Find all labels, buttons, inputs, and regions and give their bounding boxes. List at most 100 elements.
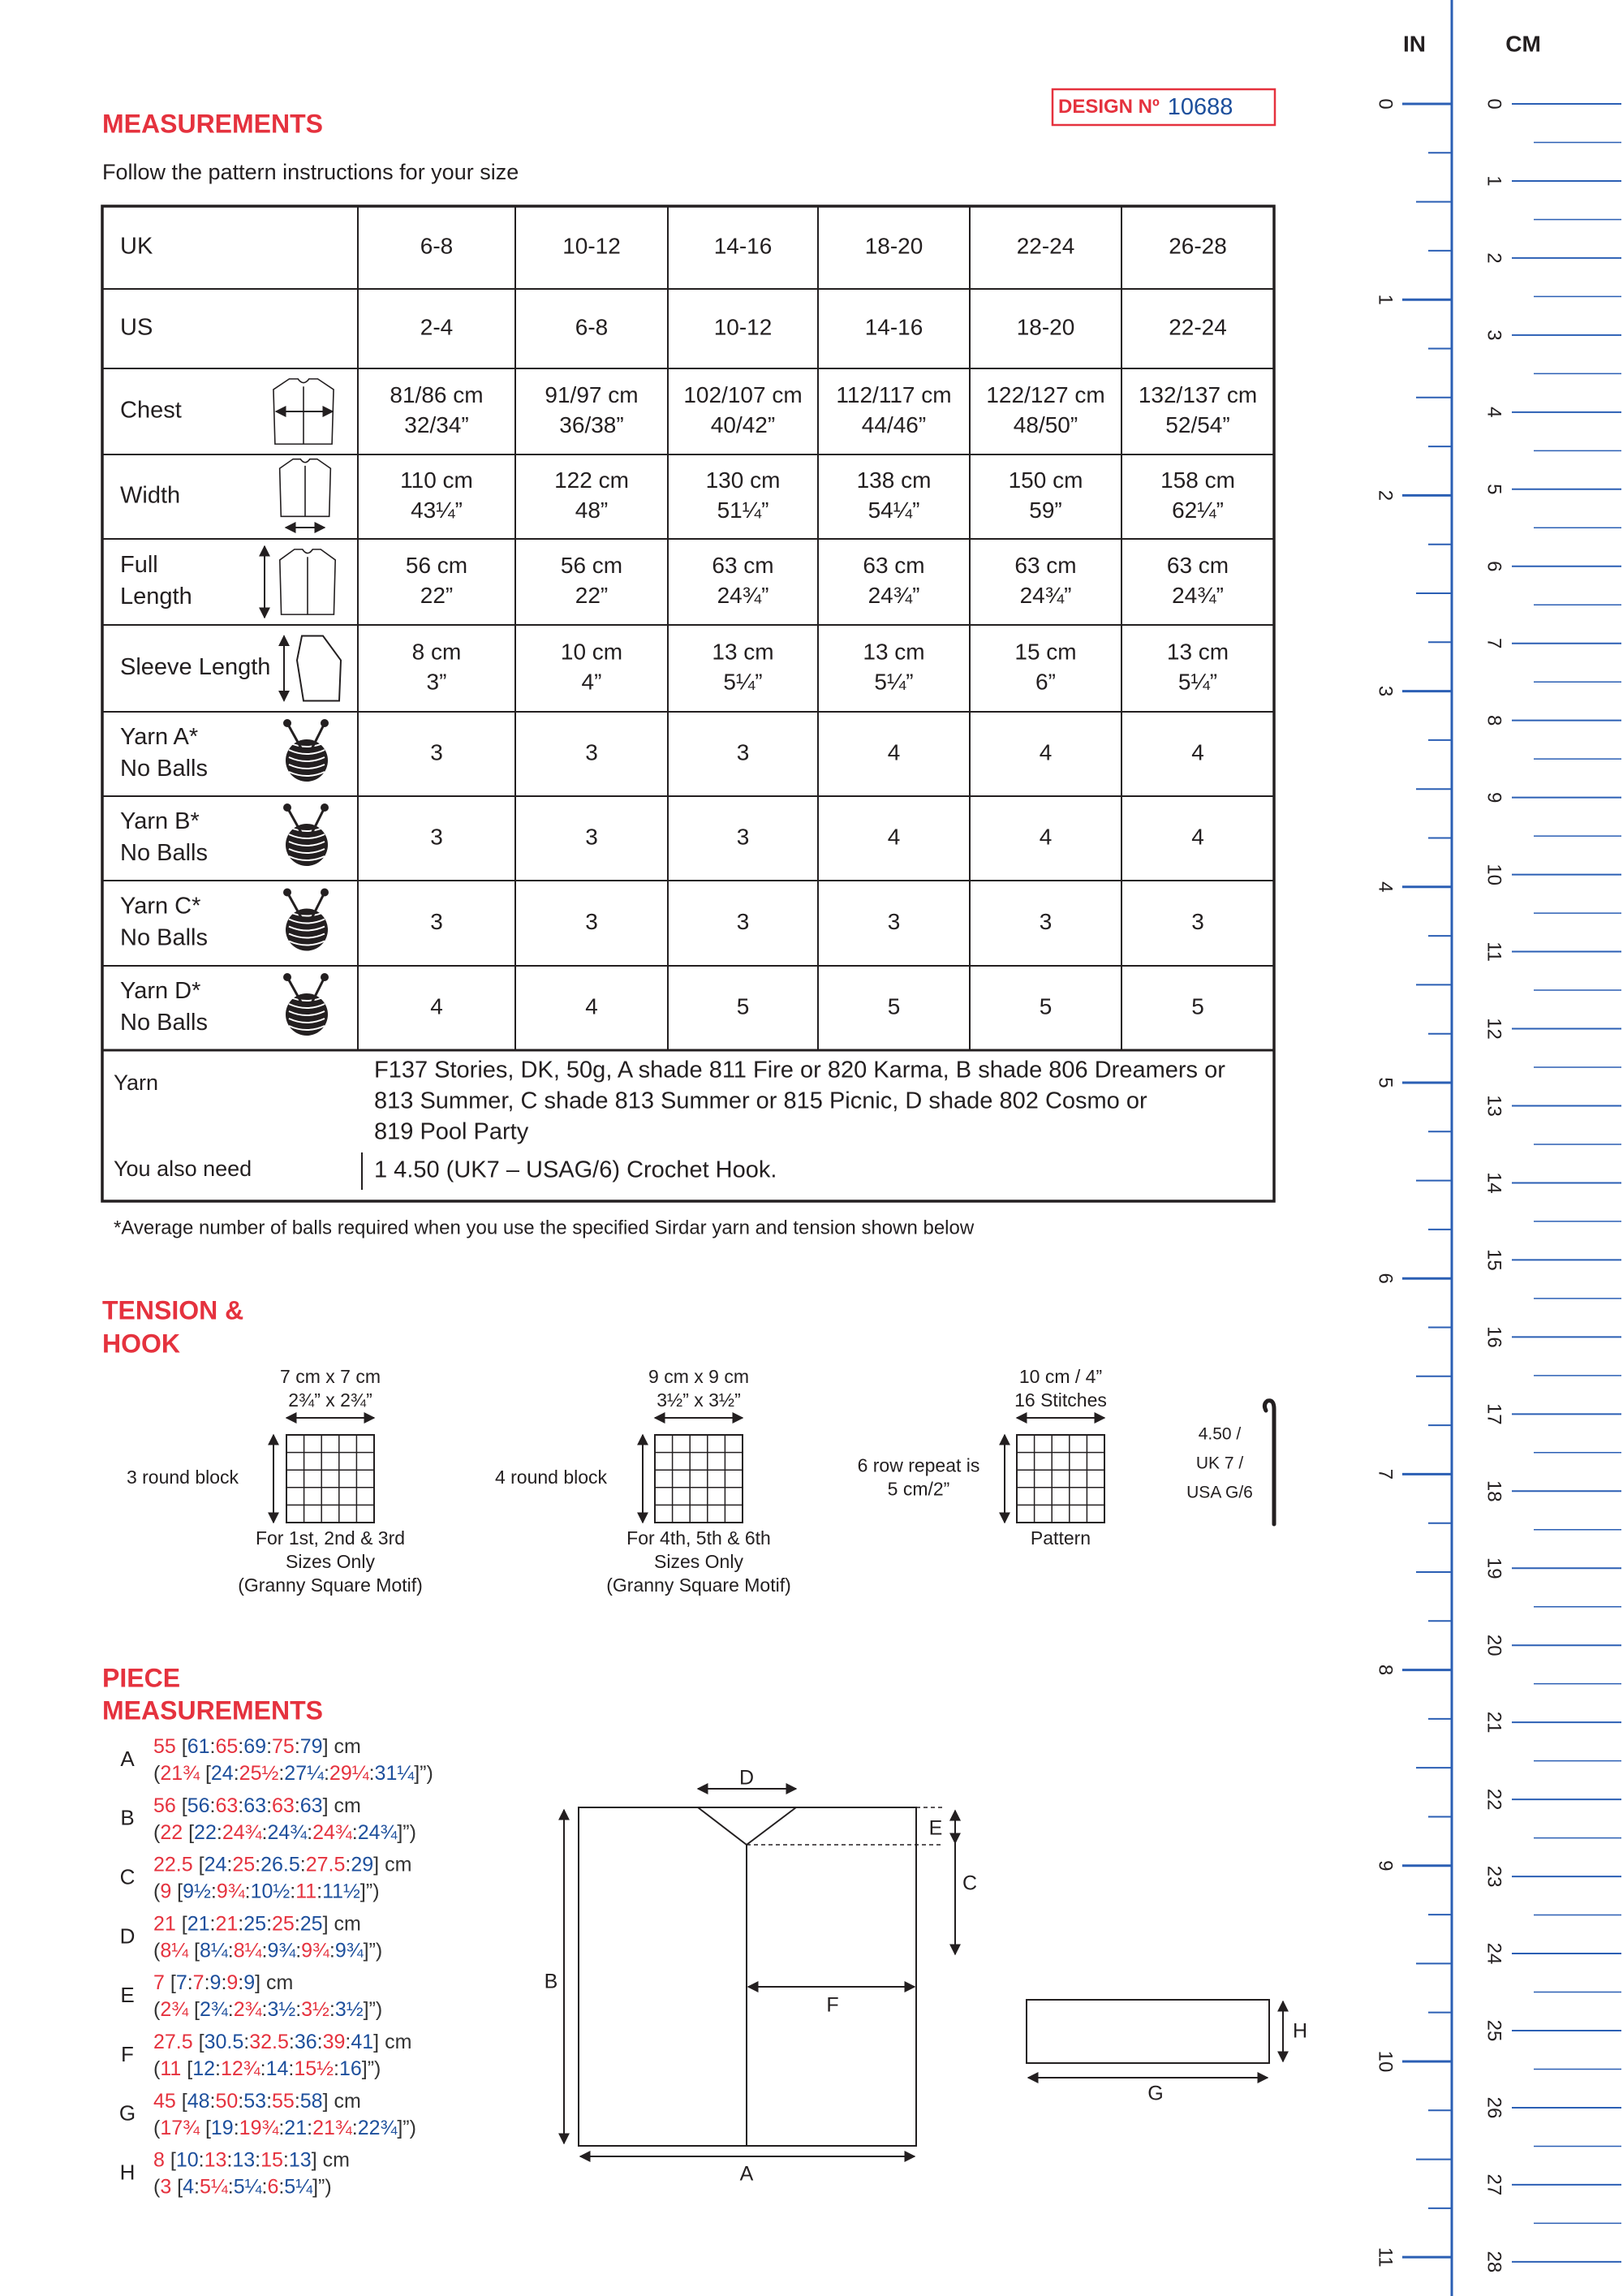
measure-text: ( (153, 1939, 161, 1962)
cm-number: 0 (1483, 98, 1505, 109)
cm-number: 9 (1483, 792, 1505, 803)
measure-value: 7 (176, 1971, 187, 1994)
inch-number: 6 (1375, 1273, 1397, 1284)
diagram-label: G (1147, 2083, 1163, 2105)
cm-number: 6 (1483, 561, 1505, 571)
yarn-strand (288, 933, 325, 939)
tension-dimension: 2¾” x 2¾” (288, 1389, 372, 1411)
measure-value: 9¾ (217, 1880, 246, 1902)
size-value: 18-20 (1017, 314, 1075, 339)
size-value: 3 (585, 909, 598, 934)
row-label: No Balls (120, 1010, 208, 1036)
size-value: 24¾” (1172, 583, 1224, 608)
measure-value: 2¾ (234, 1998, 263, 2021)
measure-value: 5¼ (284, 2175, 313, 2198)
piece-measure: 7 [7:7:9:9:9] cm (153, 1971, 293, 1994)
tension-side-label: 4 round block (495, 1467, 608, 1488)
also-need-label: You also need (114, 1157, 252, 1181)
measure-value: 63 (243, 1794, 266, 1816)
measure-value: 15½ (294, 2057, 334, 2080)
measure-text: : (215, 2057, 221, 2080)
size-value: 51¼” (717, 498, 769, 523)
measure-value: 25 (300, 1912, 323, 1935)
footnote: *Average number of balls required when y… (114, 1217, 975, 1238)
measure-text: [ (171, 2175, 183, 2198)
measure-text: : (210, 1794, 216, 1816)
measure-value: 48 (187, 2089, 210, 2112)
diagram-label: H (1293, 2020, 1307, 2043)
measure-value: 21 (215, 1912, 238, 1935)
measure-value: 11 (295, 1880, 316, 1902)
measure-value: 31¼ (375, 1762, 415, 1785)
measure-value: 22 (194, 1820, 217, 1843)
measure-value: 30.5 (204, 2031, 244, 2053)
measure-text: : (266, 1912, 272, 1935)
tension-dimension: 3½” x 3½” (657, 1389, 741, 1411)
measure-text: ] cm (323, 1912, 361, 1935)
measure-text: : (352, 1820, 358, 1843)
tension-caption: Sizes Only (286, 1551, 375, 1572)
size-value: 150 cm (1009, 467, 1083, 493)
measure-value: 24¾ (358, 1820, 398, 1843)
size-value: 10 cm (561, 639, 622, 664)
measure-text: ( (153, 2057, 161, 2080)
measure-value: 6 (267, 2175, 278, 2198)
size-value: 14-16 (865, 314, 923, 339)
measure-text: [ (165, 1971, 176, 1994)
inch-number: 5 (1375, 1077, 1397, 1088)
measure-text: : (238, 1971, 243, 1994)
needle (286, 807, 305, 838)
measure-value: 17¾ (160, 2116, 200, 2139)
piece-measure: 56 [56:63:63:63:63] cm (153, 1794, 361, 1816)
size-value: 44/46” (862, 412, 926, 437)
measure-text: : (324, 1762, 329, 1785)
measure-text: [ (193, 1853, 204, 1876)
cm-number: 7 (1483, 638, 1505, 648)
size-value: 3 (737, 739, 750, 765)
cm-number: 18 (1483, 1480, 1505, 1502)
size-value: 4 (888, 739, 901, 765)
measure-value: 32.5 (249, 2031, 289, 2053)
measure-text: : (238, 2089, 243, 2112)
garment-icon (280, 549, 335, 614)
cm-number: 14 (1483, 1172, 1505, 1194)
inch-number: 2 (1375, 490, 1397, 501)
size-value: 56 cm (561, 553, 622, 578)
sleeve-piece (1026, 1999, 1270, 2064)
measure-value: 12 (192, 2057, 215, 2080)
measure-value: 24¾ (267, 1820, 308, 1843)
tension-dimension: 10 cm / 4” (1019, 1366, 1102, 1387)
measure-text: ] cm (373, 1853, 411, 1876)
measure-value: 26.5 (260, 1853, 300, 1876)
measure-value: 56 (187, 1794, 210, 1816)
tension-dimension: 16 Stitches (1014, 1389, 1107, 1411)
needle (308, 722, 326, 753)
size-value: 5¼” (723, 669, 762, 694)
measure-text: : (261, 1939, 267, 1962)
row-label: No Balls (120, 756, 208, 782)
measure-value: 39 (323, 2031, 346, 2053)
measure-text: : (228, 2175, 234, 2198)
row-label: Width (120, 483, 180, 509)
size-value: 5 (888, 993, 901, 1019)
piece-letter: A (120, 1747, 135, 1771)
measure-text: : (278, 2175, 284, 2198)
size-value: 5 (1040, 993, 1053, 1019)
measure-value: 22 (160, 1820, 183, 1843)
measure-value: 9 (160, 1880, 171, 1902)
measure-text: : (245, 1880, 251, 1902)
cm-number: 16 (1483, 1326, 1505, 1348)
cm-number: 27 (1483, 2174, 1505, 2196)
measure-text: : (261, 1820, 267, 1843)
swatch-grid (654, 1434, 743, 1523)
section-title: TENSION & (102, 1295, 243, 1325)
measure-value: 15 (260, 2148, 283, 2171)
piece-letter: C (120, 1864, 136, 1889)
size-value: 4 (888, 824, 901, 849)
measure-text: : (255, 1853, 260, 1876)
cm-number: 1 (1483, 175, 1505, 186)
measure-value: 27.5 (306, 1853, 346, 1876)
measure-value: 12¾ (221, 2057, 261, 2080)
measure-value: 9 (226, 1971, 238, 1994)
